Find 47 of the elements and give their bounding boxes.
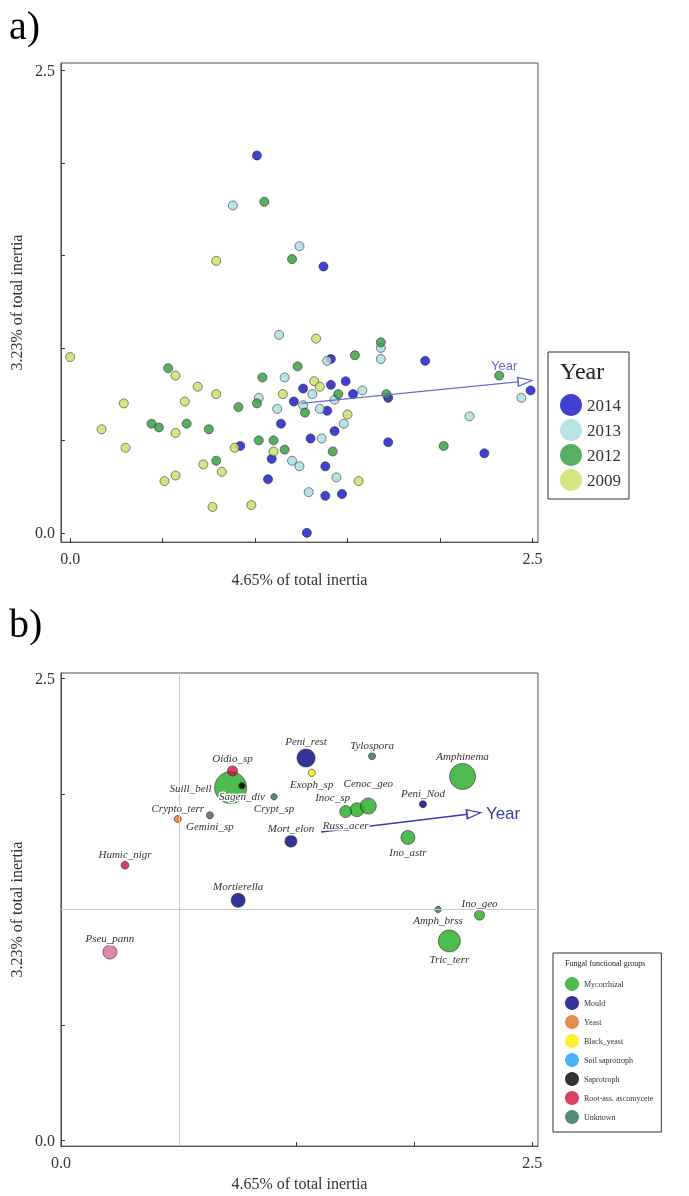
legend-label: Root-ass. ascomycete (584, 1093, 654, 1103)
legend-label: 2014 (587, 395, 622, 415)
annotation: Mort_elon (266, 821, 315, 834)
annotation: Exoph_sp (289, 777, 334, 790)
annotation: Amph_brss (412, 914, 463, 927)
legend-label: Black_yeast (584, 1036, 624, 1046)
y-axis-title: 3.23% of total inertia (7, 841, 25, 978)
annotation: Oidio_sp (212, 752, 254, 765)
annotation: Ino_astr (388, 845, 428, 858)
annotation: Ino_geo (460, 896, 499, 909)
legend-label: Saprotroph (584, 1074, 620, 1084)
series-label: Year (491, 357, 518, 373)
legend-label: Soil saprotroph (584, 1055, 634, 1065)
annotation: Crypt_sp (253, 801, 295, 814)
legend-label: Mould (584, 998, 606, 1008)
annotation: Tylospora (350, 739, 395, 752)
chart-title: a) (9, 2, 41, 48)
annotation: Suill_bell (169, 781, 212, 794)
chart-title: b) (9, 600, 43, 646)
legend-label: Mycorrhizal (584, 979, 625, 989)
y-tick-label: 0.0 (34, 1132, 55, 1150)
annotation: Inoc_sp (314, 791, 351, 804)
x-axis-title: 4.65% of total inertia (231, 570, 368, 588)
annotation: Crypto_terr (151, 801, 205, 814)
annotation: Mortierella (212, 879, 264, 892)
legend-label: 2009 (587, 470, 621, 490)
y-axis-title: 3.23% of total inertia (7, 234, 25, 371)
annotation: Peni_rest (284, 735, 328, 748)
x-axis-title: 4.65% of total inertia (231, 1174, 368, 1192)
annotation: Tric_terr (429, 953, 470, 966)
annotation: Russ_acer (321, 819, 370, 832)
annotation: Humic_nigr (97, 847, 153, 860)
annotation: Gemini_sp (186, 820, 235, 833)
legend-label: 2012 (587, 445, 621, 465)
annotation: Peni_Nod (399, 787, 446, 800)
legend-label: 2013 (587, 420, 621, 440)
annotation: Amphinema (435, 749, 490, 762)
legend-label: Yeast (584, 1017, 603, 1027)
legend-label: Unknown (584, 1112, 616, 1122)
annotation: Cenoc_geo (343, 776, 394, 789)
y-tick-label: 2.5 (34, 670, 55, 688)
legend-title: Fungal functional groups (565, 958, 646, 968)
y-tick-label: 0.0 (34, 524, 55, 542)
y-tick-label: 2.5 (34, 61, 55, 79)
series-label: Year (485, 803, 521, 823)
legend-title: Year (560, 358, 605, 384)
annotation: Pseu_pann (84, 931, 135, 944)
